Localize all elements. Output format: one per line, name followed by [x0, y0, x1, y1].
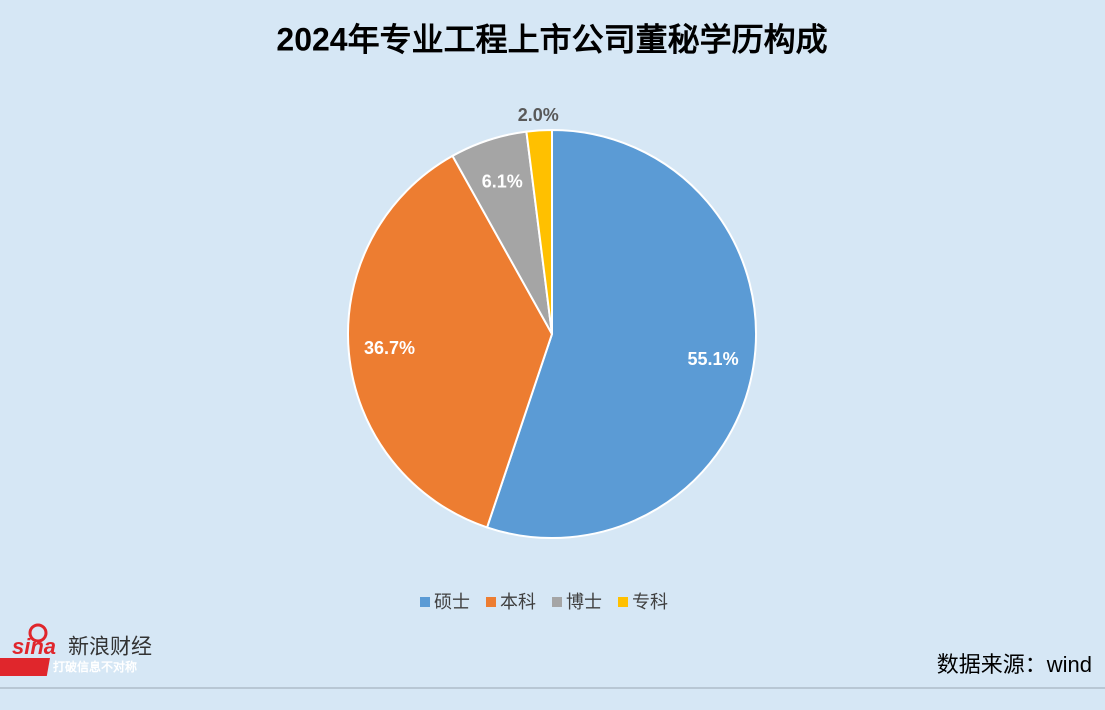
- source-note: 数据来源：wind: [937, 652, 1092, 677]
- chart-title: 2024年专业工程上市公司董秘学历构成: [276, 21, 827, 57]
- logo-name: 新浪财经: [68, 636, 152, 659]
- pie-slice: [525, 128, 553, 335]
- legend-swatch: [552, 597, 562, 607]
- logo-banner: [0, 658, 50, 676]
- legend-label: 本科: [500, 592, 536, 612]
- data-label: 55.1%: [688, 349, 739, 369]
- pie-slice: [347, 154, 554, 529]
- data-label: 6.1%: [482, 172, 523, 192]
- logo-slogan: 打破信息不对称: [53, 659, 137, 674]
- data-label: 2.0%: [518, 105, 559, 125]
- data-label: 36.7%: [364, 338, 415, 358]
- legend-label: 硕士: [434, 592, 470, 612]
- pie-slice: [485, 128, 757, 539]
- logo-eye: [28, 623, 48, 643]
- legend-label: 博士: [566, 592, 602, 612]
- legend-swatch: [486, 597, 496, 607]
- legend-swatch: [618, 597, 628, 607]
- legend-label: 专科: [632, 592, 668, 612]
- logo-mark: sina: [12, 634, 56, 659]
- logo: sina 新浪财经 打破信息不对称: [0, 623, 152, 676]
- legend-swatch: [420, 597, 430, 607]
